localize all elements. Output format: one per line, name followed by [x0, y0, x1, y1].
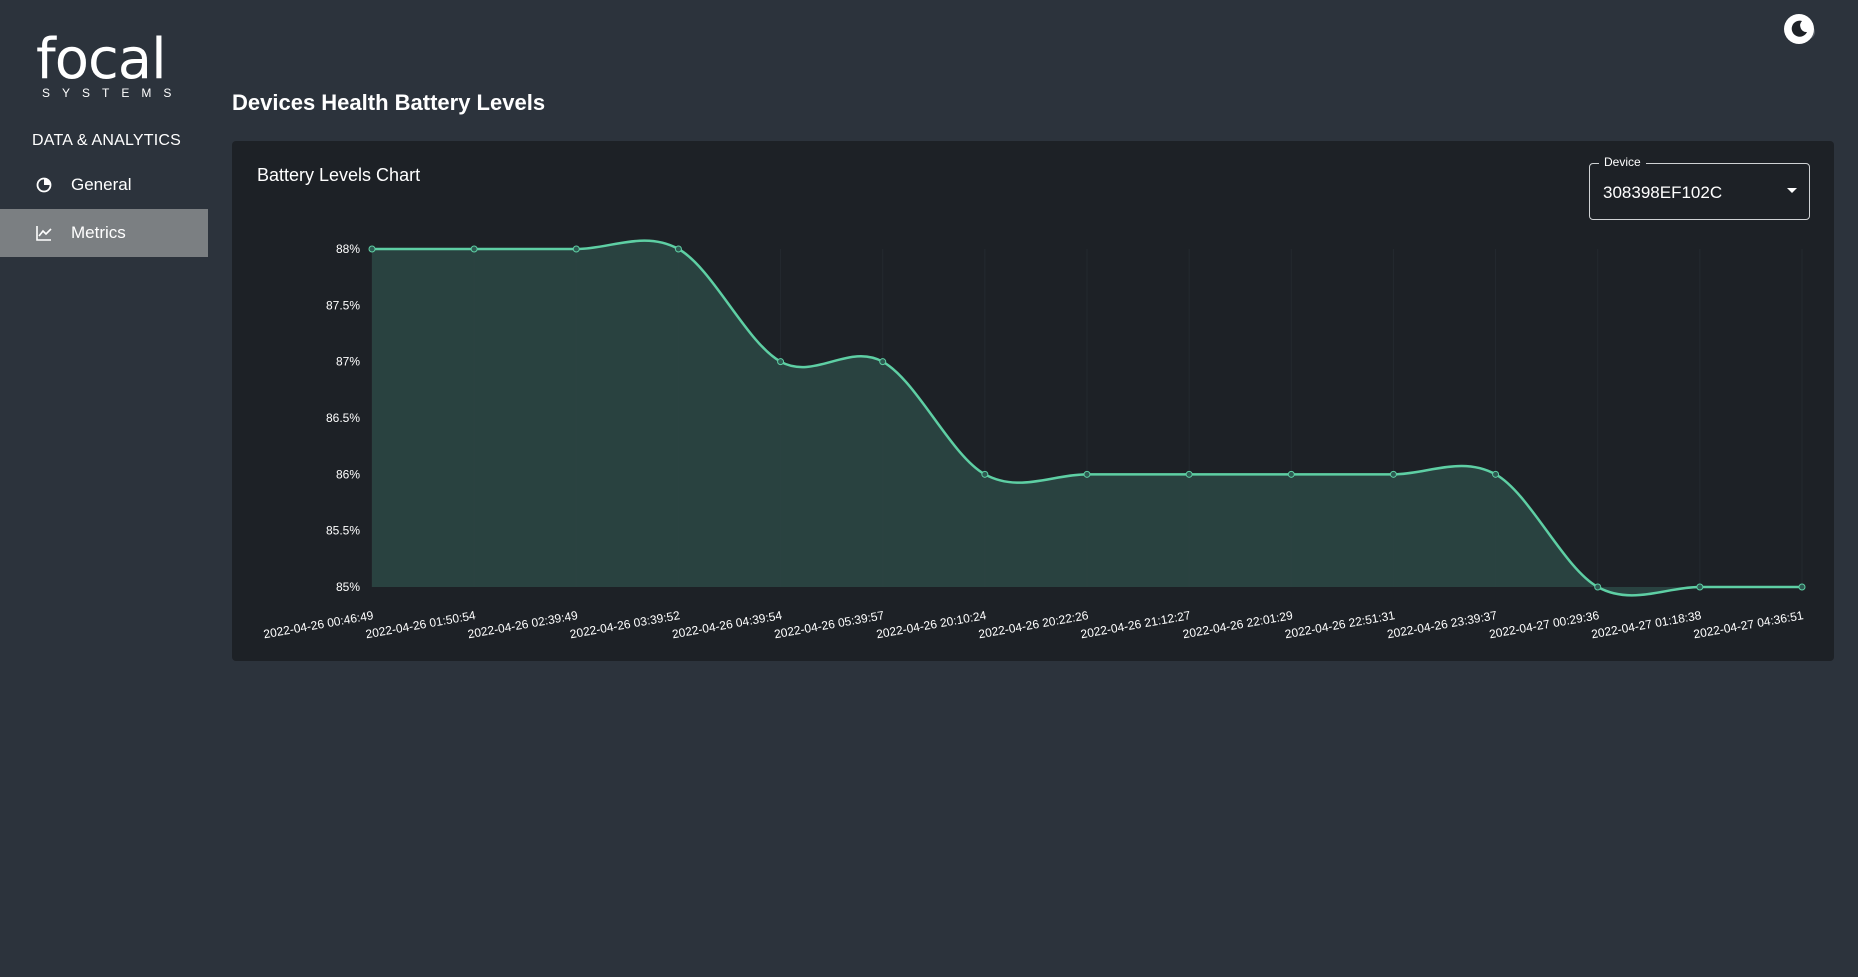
x-tick-label: 2022-04-26 02:39:49 [467, 608, 579, 641]
focal-systems-logo[interactable]: focal SYSTEMS [36, 30, 172, 102]
data-point[interactable] [879, 358, 887, 366]
data-point[interactable] [368, 245, 376, 253]
battery-levels-chart[interactable]: 85% 85.5% 86% 86.5% 87% 87.5% 88% 2022-04-26 00… [232, 141, 1834, 661]
device-select[interactable]: Device 308398EF102C [1589, 155, 1810, 220]
data-point[interactable] [1798, 583, 1806, 591]
chevron-down-icon [1787, 188, 1797, 193]
data-point[interactable] [674, 245, 682, 253]
line-chart-icon [34, 223, 54, 243]
x-tick-label: 2022-04-26 23:39:37 [1386, 608, 1498, 641]
data-point[interactable] [1287, 470, 1295, 478]
y-tick-label: 86% [336, 467, 360, 481]
data-point[interactable] [470, 245, 478, 253]
sidebar-item-metrics[interactable]: Metrics [0, 209, 208, 257]
x-tick-label: 2022-04-26 01:50:54 [364, 608, 476, 641]
data-point[interactable] [981, 470, 989, 478]
sidebar: focal SYSTEMS DATA & ANALYTICS General M… [0, 0, 208, 977]
x-tick-label: 2022-04-27 01:18:38 [1590, 608, 1702, 641]
data-point[interactable] [1594, 583, 1602, 591]
series-line [371, 239, 1802, 597]
y-tick-label: 87% [336, 355, 360, 369]
y-tick-label: 85.5% [326, 524, 360, 538]
x-tick-label: 2022-04-26 21:12:27 [1079, 608, 1191, 641]
data-point[interactable] [1389, 470, 1397, 478]
x-tick-label: 2022-04-26 03:39:52 [569, 608, 681, 641]
data-point[interactable] [777, 358, 785, 366]
x-tick-label: 2022-04-26 22:51:31 [1284, 608, 1396, 641]
pie-chart-icon [34, 175, 54, 195]
x-tick-label: 2022-04-26 22:01:29 [1182, 608, 1294, 641]
data-point[interactable] [1083, 470, 1091, 478]
data-point[interactable] [1185, 470, 1193, 478]
y-tick-label: 86.5% [326, 411, 360, 425]
moon-icon [1784, 14, 1815, 44]
data-point[interactable] [1696, 583, 1704, 591]
logo-wordmark: focal [36, 27, 167, 92]
x-tick-label: 2022-04-26 20:22:26 [977, 608, 1089, 641]
device-select-value: 308398EF102C [1603, 183, 1723, 202]
y-tick-label: 87.5% [326, 298, 360, 312]
nav-section-heading: DATA & ANALYTICS [32, 132, 182, 149]
device-select-label: Device [1599, 155, 1646, 169]
area-fill [372, 240, 1802, 596]
sidebar-item-label: General [71, 175, 132, 194]
sidebar-item-general[interactable]: General [0, 161, 208, 209]
data-point[interactable] [1492, 470, 1500, 478]
x-tick-label: 2022-04-27 04:36:51 [1692, 608, 1804, 641]
chart-card: 85% 85.5% 86% 86.5% 87% 87.5% 88% 2022-04-26 00… [232, 141, 1834, 661]
sidebar-item-label: Metrics [71, 223, 126, 242]
x-tick-label: 2022-04-26 00:46:49 [262, 608, 374, 641]
x-tick-label: 2022-04-26 05:39:57 [773, 608, 885, 641]
x-tick-label: 2022-04-26 20:10:24 [875, 608, 987, 641]
logo-tagline: SYSTEMS [42, 86, 184, 100]
x-tick-label: 2022-04-26 04:39:54 [671, 608, 783, 641]
chart-card-title: Battery Levels Chart [257, 165, 421, 185]
y-tick-label: 88% [336, 242, 360, 256]
theme-toggle[interactable] [1778, 12, 1822, 46]
page-title: Devices Health Battery Levels [232, 90, 546, 115]
x-tick-label: 2022-04-27 00:29:36 [1488, 608, 1600, 641]
y-tick-label: 85% [336, 580, 360, 594]
data-point[interactable] [572, 245, 580, 253]
